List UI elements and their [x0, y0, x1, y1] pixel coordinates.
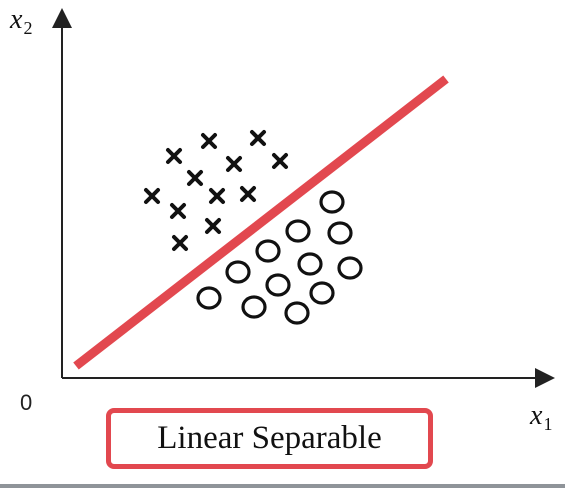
circle-marker-icon [309, 281, 335, 305]
y-axis-var: x [10, 4, 23, 35]
circle-marker-icon [337, 256, 363, 280]
cross-marker-icon [172, 235, 188, 251]
cross-marker-icon [205, 218, 221, 234]
cross-marker-icon [201, 133, 217, 149]
circle-marker-icon [225, 260, 251, 284]
circle-marker-icon [297, 252, 323, 276]
cross-marker-icon [144, 188, 160, 204]
circle-marker-icon [255, 239, 281, 263]
x-axis-label: x1 [530, 400, 553, 434]
circle-marker-icon [196, 286, 222, 310]
bottom-edge-band [0, 484, 565, 488]
circle-markers [196, 190, 363, 325]
y-axis-subscript: 2 [23, 18, 33, 38]
circle-marker-icon [285, 219, 311, 243]
circle-marker-icon [241, 295, 267, 319]
cross-marker-icon [187, 170, 203, 186]
circle-marker-icon [327, 221, 353, 245]
decision-boundary-line [73, 75, 449, 370]
cross-marker-icon [209, 188, 225, 204]
circle-marker-icon [284, 301, 310, 325]
origin-label: 0 [20, 390, 33, 415]
y-axis-label: x2 [10, 4, 33, 38]
cross-marker-icon [226, 156, 242, 172]
x-axis-subscript: 1 [543, 414, 553, 434]
cross-marker-icon [240, 186, 256, 202]
x-axis-var: x [530, 400, 543, 431]
caption-text: Linear Separable [157, 420, 382, 456]
cross-marker-icon [166, 148, 182, 164]
circle-marker-icon [319, 190, 345, 214]
cross-marker-icon [170, 203, 186, 219]
circle-marker-icon [265, 273, 291, 297]
cross-markers [144, 130, 288, 251]
caption-box: Linear Separable [106, 408, 433, 469]
cross-marker-icon [250, 130, 266, 146]
cross-marker-icon [272, 153, 288, 169]
